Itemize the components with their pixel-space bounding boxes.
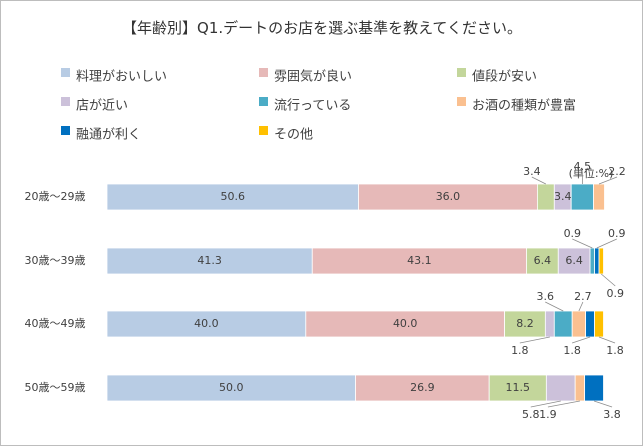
bar-segment xyxy=(594,247,600,275)
legend-label: 流行っている xyxy=(274,99,351,114)
bar-segment xyxy=(593,183,605,211)
bar-segment xyxy=(504,310,546,338)
data-label: 3.4 xyxy=(554,190,572,203)
bar-segment xyxy=(557,247,591,275)
bar-segment xyxy=(106,247,313,275)
bar-segment xyxy=(526,247,559,275)
legend-label: 店が近い xyxy=(76,99,128,114)
chart-title: 【年齢別】Q1.デートのお店を選ぶ基準を教えてください。 xyxy=(122,19,522,37)
data-label: 2.2 xyxy=(608,165,626,178)
bar-segment xyxy=(598,247,604,275)
unit-label: (単位:%) xyxy=(569,166,614,180)
data-label: 0.9 xyxy=(564,227,582,240)
data-label: 3.4 xyxy=(523,165,541,178)
data-label: 50.6 xyxy=(220,190,245,203)
legend-label: 融通が利く xyxy=(76,128,141,143)
category-label: 40歳～49歳 xyxy=(25,317,86,330)
data-label: 50.0 xyxy=(219,381,244,394)
bar-segment xyxy=(545,374,576,402)
legend-label: お酒の種類が豊富 xyxy=(472,98,576,114)
leader-line xyxy=(598,336,616,344)
legend-swatch xyxy=(61,68,70,77)
bar-segment xyxy=(311,247,527,275)
bar-segment xyxy=(571,310,587,338)
data-label: 6.4 xyxy=(565,254,583,267)
bar-segment xyxy=(106,374,356,402)
data-label: 8.2 xyxy=(516,317,534,330)
data-label: 4.5 xyxy=(574,160,592,173)
bar-segment xyxy=(544,310,555,338)
data-label: 0.9 xyxy=(608,227,626,240)
leader-line xyxy=(531,176,547,185)
data-label: 26.9 xyxy=(410,381,435,394)
leader-line xyxy=(593,400,613,408)
bar-segment xyxy=(574,374,586,402)
data-label: 41.3 xyxy=(197,254,222,267)
leader-line xyxy=(530,400,561,408)
data-label: 1.8 xyxy=(606,344,624,357)
bar-segment xyxy=(537,183,555,211)
bar-segment xyxy=(553,310,573,338)
data-label: 2.7 xyxy=(574,290,592,303)
leader-line xyxy=(519,336,550,344)
legend-swatch xyxy=(61,126,70,135)
bar-segment xyxy=(585,310,595,338)
bar-segment xyxy=(488,374,547,402)
legend-swatch xyxy=(259,97,268,106)
leader-line xyxy=(598,176,618,185)
legend-label: 値段が安い xyxy=(472,69,537,85)
data-label: 0.9 xyxy=(607,287,625,300)
data-label: 40.0 xyxy=(393,317,418,330)
category-axis: 20歳～29歳 30歳～39歳 40歳～49歳 50歳～59歳 xyxy=(25,190,86,394)
data-label: 11.5 xyxy=(506,381,531,394)
bar-segment xyxy=(589,247,595,275)
data-label: 5.8 xyxy=(522,408,540,421)
bar-segment xyxy=(305,310,505,338)
bar-segment xyxy=(584,374,604,402)
data-label: 40.0 xyxy=(194,317,219,330)
leader-line xyxy=(596,238,617,249)
legend-swatch xyxy=(457,97,466,106)
bar-segment xyxy=(355,374,490,402)
category-label: 30歳～39歳 xyxy=(25,254,86,267)
data-labels: 50.6 36.0 3.4 3.4 4.5 2.2 41.3 43.1 6.4 6.4 0.9 0.9… xyxy=(194,160,626,421)
data-label: 3.6 xyxy=(536,290,554,303)
legend-label: 雰囲気が良い xyxy=(274,69,352,85)
leader-line xyxy=(572,238,593,249)
legend-swatch xyxy=(259,126,268,135)
leader-line xyxy=(601,273,616,287)
legend-swatch xyxy=(259,68,268,77)
data-label: 1.8 xyxy=(563,344,581,357)
legend-label: その他 xyxy=(274,128,313,143)
leader-line xyxy=(578,301,584,312)
category-label: 20歳～29歳 xyxy=(25,190,86,203)
bar-segment xyxy=(570,183,594,211)
data-label: 1.9 xyxy=(539,408,557,421)
legend-swatch xyxy=(61,97,70,106)
category-label: 50歳～59歳 xyxy=(25,381,86,394)
leader-lines xyxy=(519,172,618,408)
leader-line xyxy=(571,336,591,344)
legend-label: 料理がおいしい xyxy=(76,70,167,85)
bar-segment xyxy=(358,183,538,211)
bars xyxy=(106,183,605,402)
bar-segment xyxy=(106,310,307,338)
leader-line xyxy=(547,400,580,408)
data-label: 36.0 xyxy=(436,190,461,203)
leader-line xyxy=(545,301,564,312)
data-label: 43.1 xyxy=(407,254,432,267)
data-label: 3.8 xyxy=(603,408,621,421)
data-label: 6.4 xyxy=(534,254,552,267)
data-label: 1.8 xyxy=(511,344,529,357)
bar-segment xyxy=(594,310,604,338)
legend-swatch xyxy=(457,68,466,77)
